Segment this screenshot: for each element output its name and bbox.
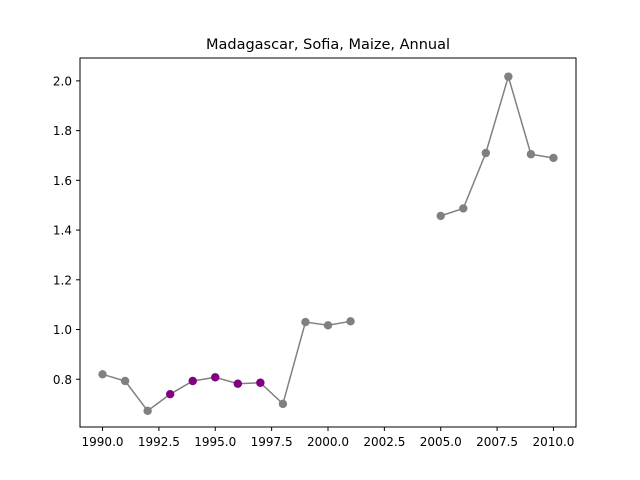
data-point <box>504 72 513 81</box>
x-tick-label: 2010.0 <box>532 435 574 449</box>
y-tick-label: 0.8 <box>53 373 72 387</box>
data-point <box>120 376 130 386</box>
data-point <box>143 406 152 416</box>
y-tick-label: 1.4 <box>53 224 72 238</box>
y-tick-label: 2.0 <box>53 74 72 88</box>
x-tick-label: 2007.5 <box>476 435 518 449</box>
highlighted-data-point <box>233 379 243 388</box>
plot-area <box>98 72 558 416</box>
y-axis: 0.8 1.0 1.2 1.4 1.6 1.8 2.0 <box>53 74 80 387</box>
x-tick-label: 1992.5 <box>138 435 180 449</box>
data-point <box>98 370 107 379</box>
x-tick-label: 1990.0 <box>82 435 124 449</box>
data-point <box>526 150 536 159</box>
highlighted-data-point <box>256 378 265 387</box>
highlighted-data-point <box>188 376 197 386</box>
data-point <box>323 321 333 330</box>
y-tick-label: 1.6 <box>53 174 72 188</box>
x-tick-label: 2000.0 <box>307 435 349 449</box>
data-point <box>481 148 491 158</box>
data-point <box>459 204 468 213</box>
x-tick-label: 2005.0 <box>420 435 462 449</box>
data-point <box>278 399 288 409</box>
y-tick-label: 1.0 <box>53 323 72 337</box>
x-tick-label: 2002.5 <box>363 435 405 449</box>
x-tick-label: 1997.5 <box>251 435 293 449</box>
x-tick-label: 1995.0 <box>194 435 236 449</box>
y-tick-label: 1.2 <box>53 273 72 287</box>
highlighted-data-point <box>211 373 220 382</box>
chart-title: Madagascar, Sofia, Maize, Annual <box>206 37 450 53</box>
data-point <box>549 153 558 163</box>
y-tick-label: 1.8 <box>53 124 72 138</box>
highlighted-data-point <box>165 389 175 399</box>
data-point <box>346 317 355 326</box>
data-point <box>301 317 310 327</box>
data-point <box>436 211 445 221</box>
x-axis: 1990.0 1992.5 1995.0 1997.5 2000.0 2002.5 2005… <box>82 427 574 449</box>
